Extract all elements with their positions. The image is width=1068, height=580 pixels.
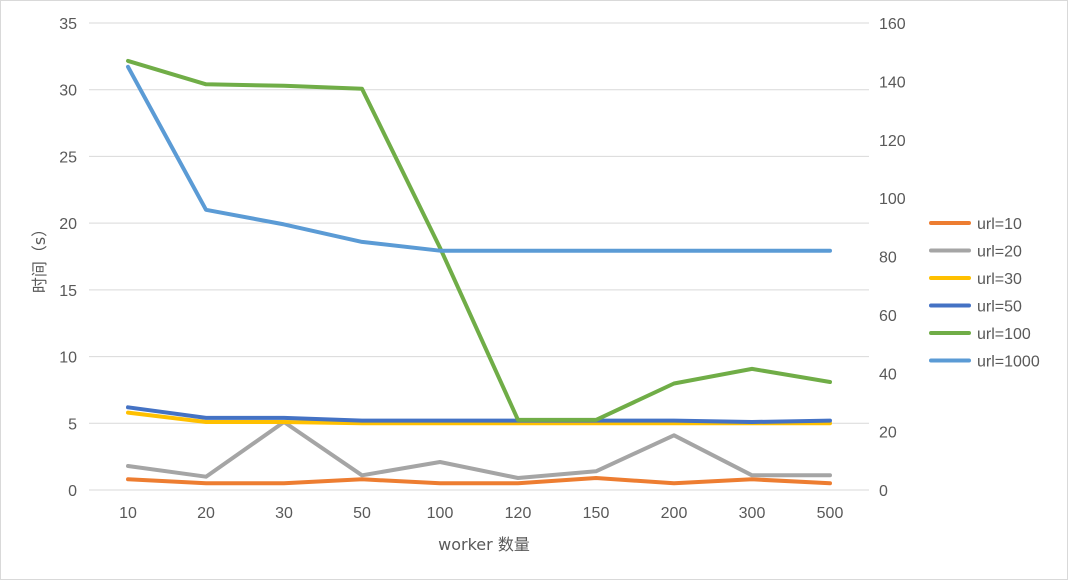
x-tick-label: 150 (583, 505, 610, 522)
legend-item: url=100 (929, 326, 1031, 343)
legend-item: url=50 (929, 299, 1022, 316)
right-y-tick-label: 80 (879, 250, 897, 267)
right-y-tick-label: 120 (879, 133, 906, 150)
series-line-url-20 (126, 420, 832, 480)
legend-item: url=1000 (929, 354, 1040, 371)
right-y-tick-label: 140 (879, 74, 906, 91)
series-lines (126, 58, 832, 486)
left-y-tick-label: 35 (59, 16, 77, 33)
x-tick-label: 20 (197, 505, 215, 522)
x-tick-label: 10 (119, 505, 137, 522)
left-y-axis: 0 5 10 15 20 25 30 35 (59, 16, 77, 500)
series-line-url-50 (126, 405, 832, 424)
x-tick-label: 200 (661, 505, 688, 522)
left-y-tick-label: 25 (59, 149, 77, 166)
right-y-tick-label: 0 (879, 483, 888, 500)
x-tick-label: 500 (817, 505, 844, 522)
x-tick-label: 30 (275, 505, 293, 522)
legend-label: url=10 (977, 216, 1022, 233)
series-line-url-100 (126, 58, 832, 422)
right-y-tick-label: 100 (879, 191, 906, 208)
x-axis: 10 20 30 50 100 120 150 200 300 500 (119, 505, 843, 522)
legend-label: url=30 (977, 271, 1022, 288)
x-tick-label: 100 (427, 505, 454, 522)
x-tick-label: 300 (739, 505, 766, 522)
series-line-url-1000 (126, 64, 832, 253)
right-y-tick-label: 40 (879, 366, 897, 383)
legend-item: url=20 (929, 244, 1022, 261)
x-tick-label: 50 (353, 505, 371, 522)
right-y-tick-label: 60 (879, 308, 897, 325)
legend-label: url=100 (977, 326, 1031, 343)
legend: url=10 url=20 url=30 url=50 url=100 url=1000 (929, 216, 1040, 371)
y-axis-title: 时间（s） (30, 221, 49, 293)
left-y-tick-label: 30 (59, 83, 77, 100)
left-y-tick-label: 5 (68, 416, 77, 433)
legend-label: url=1000 (977, 354, 1040, 371)
right-y-tick-label: 20 (879, 425, 897, 442)
left-y-tick-label: 20 (59, 216, 77, 233)
legend-label: url=50 (977, 299, 1022, 316)
left-y-tick-label: 0 (68, 483, 77, 500)
left-y-tick-label: 15 (59, 283, 77, 300)
x-tick-label: 120 (505, 505, 532, 522)
legend-item: url=30 (929, 271, 1022, 288)
legend-item: url=10 (929, 216, 1022, 233)
left-y-tick-label: 10 (59, 350, 77, 367)
x-axis-title: worker 数量 (438, 535, 530, 554)
right-y-tick-label: 160 (879, 16, 906, 33)
right-y-axis: 0 20 40 60 80 100 120 140 160 (879, 16, 906, 500)
series-line-url-10 (126, 476, 832, 486)
legend-label: url=20 (977, 244, 1022, 261)
